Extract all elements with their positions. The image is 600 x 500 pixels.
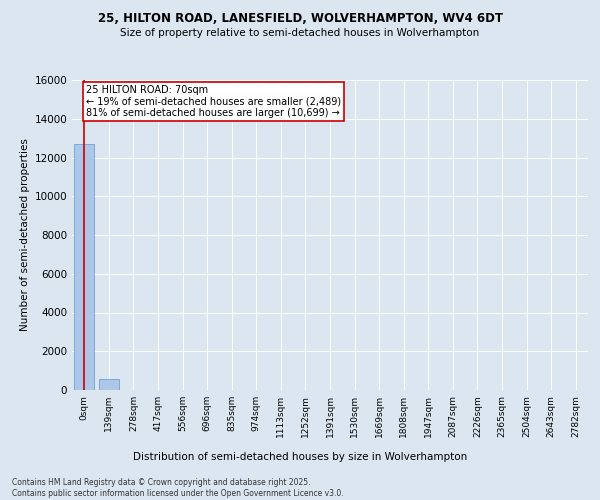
Text: 25 HILTON ROAD: 70sqm
← 19% of semi-detached houses are smaller (2,489)
81% of s: 25 HILTON ROAD: 70sqm ← 19% of semi-deta… — [86, 84, 341, 118]
Text: Size of property relative to semi-detached houses in Wolverhampton: Size of property relative to semi-detach… — [121, 28, 479, 38]
Bar — [74, 144, 94, 390]
Bar — [99, 380, 119, 390]
Text: 25, HILTON ROAD, LANESFIELD, WOLVERHAMPTON, WV4 6DT: 25, HILTON ROAD, LANESFIELD, WOLVERHAMPT… — [97, 12, 503, 26]
Text: Contains HM Land Registry data © Crown copyright and database right 2025.
Contai: Contains HM Land Registry data © Crown c… — [12, 478, 344, 498]
Text: Distribution of semi-detached houses by size in Wolverhampton: Distribution of semi-detached houses by … — [133, 452, 467, 462]
Y-axis label: Number of semi-detached properties: Number of semi-detached properties — [20, 138, 30, 332]
